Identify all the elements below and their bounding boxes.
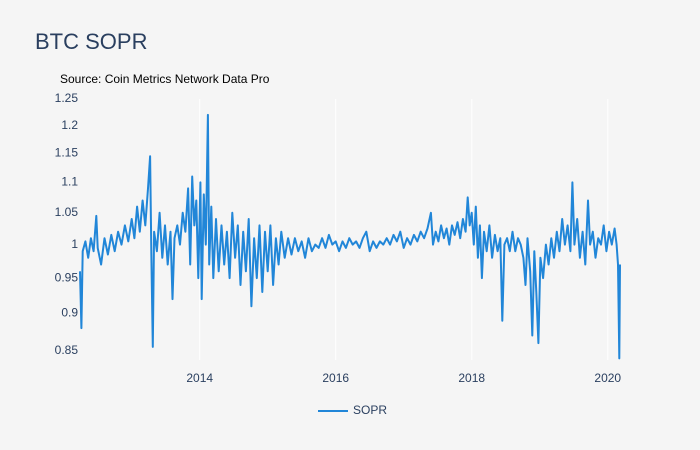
x-tick-label: 2016 xyxy=(322,371,349,385)
y-tick-label: 1.2 xyxy=(61,118,78,132)
y-tick-label: 1.25 xyxy=(55,91,79,105)
y-tick-label: 0.9 xyxy=(61,306,78,320)
y-tick-label: 0.95 xyxy=(55,270,79,284)
x-tick-label: 2018 xyxy=(458,371,485,385)
y-tick-label: 1 xyxy=(71,237,78,251)
x-tick-label: 2020 xyxy=(594,371,621,385)
y-tick-label: 1.05 xyxy=(55,205,79,219)
y-tick-label: 1.1 xyxy=(61,175,78,189)
legend-label: SOPR xyxy=(353,403,387,417)
y-tick-label: 1.15 xyxy=(55,146,79,160)
annotation: Source: Coin Metrics Network Data Pro xyxy=(60,72,270,86)
data-line xyxy=(79,113,621,360)
chart-title: BTC SOPR xyxy=(35,29,147,54)
x-tick-label: 2014 xyxy=(186,371,213,385)
y-tick-label: 0.85 xyxy=(55,343,79,357)
